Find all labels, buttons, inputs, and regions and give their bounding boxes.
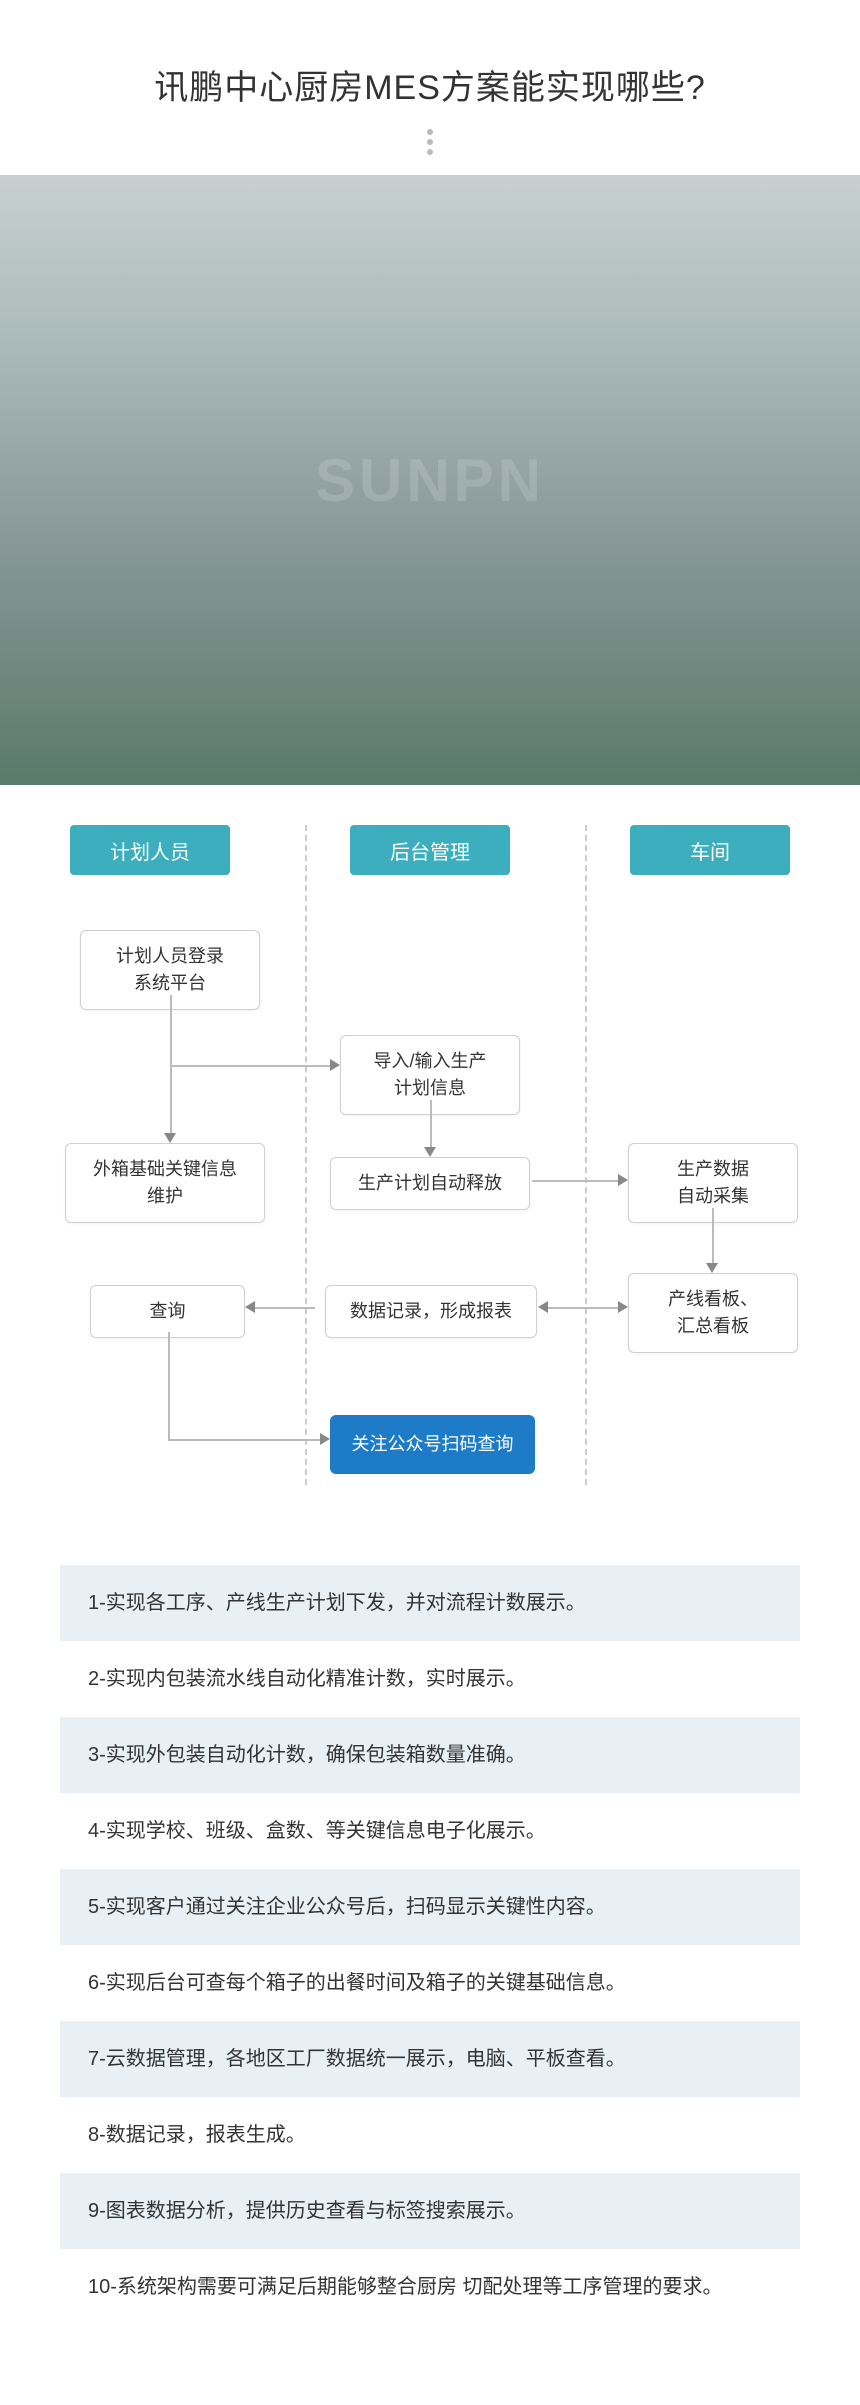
arrow-icon bbox=[538, 1301, 548, 1313]
decorative-dots bbox=[0, 129, 860, 155]
arrow-icon bbox=[706, 1263, 718, 1273]
feature-item: 6-实现后台可查每个箱子的出餐时间及箱子的关键基础信息。 bbox=[60, 1945, 800, 2021]
node-maintain: 外箱基础关键信息维护 bbox=[65, 1143, 265, 1223]
connector bbox=[255, 1307, 315, 1309]
node-query: 查询 bbox=[90, 1285, 245, 1338]
feature-item: 3-实现外包装自动化计数，确保包装箱数量准确。 bbox=[60, 1717, 800, 1793]
connector bbox=[532, 1180, 618, 1182]
title-section: 讯鹏中心厨房MES方案能实现哪些? bbox=[0, 0, 860, 175]
arrow-icon bbox=[330, 1059, 340, 1071]
feature-item: 1-实现各工序、产线生产计划下发，并对流程计数展示。 bbox=[60, 1565, 800, 1641]
node-release: 生产计划自动释放 bbox=[330, 1157, 530, 1210]
watermark: SUNPN bbox=[0, 175, 860, 785]
page-title: 讯鹏中心厨房MES方案能实现哪些? bbox=[0, 60, 860, 109]
connector bbox=[548, 1307, 618, 1309]
feature-item: 10-系统架构需要可满足后期能够整合厨房 切配处理等工序管理的要求。 bbox=[60, 2249, 800, 2325]
arrow-icon bbox=[618, 1301, 628, 1313]
arrow-icon bbox=[320, 1433, 330, 1445]
flowchart: 计划人员 后台管理 车间 计划人员登录系统平台 导入/输入生产计划信息 外箱基础… bbox=[50, 825, 810, 1505]
arrow-icon bbox=[618, 1174, 628, 1186]
node-record: 数据记录，形成报表 bbox=[325, 1285, 537, 1338]
column-divider bbox=[585, 825, 587, 1485]
column-divider bbox=[305, 825, 307, 1485]
node-wechat: 关注公众号扫码查询 bbox=[330, 1415, 535, 1474]
node-kanban: 产线看板、汇总看板 bbox=[628, 1273, 798, 1353]
features-list: 1-实现各工序、产线生产计划下发，并对流程计数展示。 2-实现内包装流水线自动化… bbox=[0, 1565, 860, 2405]
connector bbox=[168, 1332, 170, 1440]
connector bbox=[170, 1065, 172, 1135]
arrow-icon bbox=[164, 1133, 176, 1143]
column-header-workshop: 车间 bbox=[630, 825, 790, 875]
feature-item: 9-图表数据分析，提供历史查看与标签搜索展示。 bbox=[60, 2173, 800, 2249]
feature-item: 5-实现客户通过关注企业公众号后，扫码显示关键性内容。 bbox=[60, 1869, 800, 1945]
feature-item: 7-云数据管理，各地区工厂数据统一展示，电脑、平板查看。 bbox=[60, 2021, 800, 2097]
feature-item: 8-数据记录，报表生成。 bbox=[60, 2097, 800, 2173]
column-header-backend: 后台管理 bbox=[350, 825, 510, 875]
feature-item: 4-实现学校、班级、盒数、等关键信息电子化展示。 bbox=[60, 1793, 800, 1869]
feature-item: 2-实现内包装流水线自动化精准计数，实时展示。 bbox=[60, 1641, 800, 1717]
connector bbox=[170, 1065, 330, 1067]
connector bbox=[430, 1100, 432, 1148]
arrow-icon bbox=[245, 1301, 255, 1313]
column-header-planner: 计划人员 bbox=[70, 825, 230, 875]
connector bbox=[712, 1208, 714, 1263]
connector bbox=[168, 1439, 320, 1441]
connector bbox=[170, 995, 172, 1065]
hero-image: SUNPN bbox=[0, 175, 860, 785]
arrow-icon bbox=[424, 1147, 436, 1157]
